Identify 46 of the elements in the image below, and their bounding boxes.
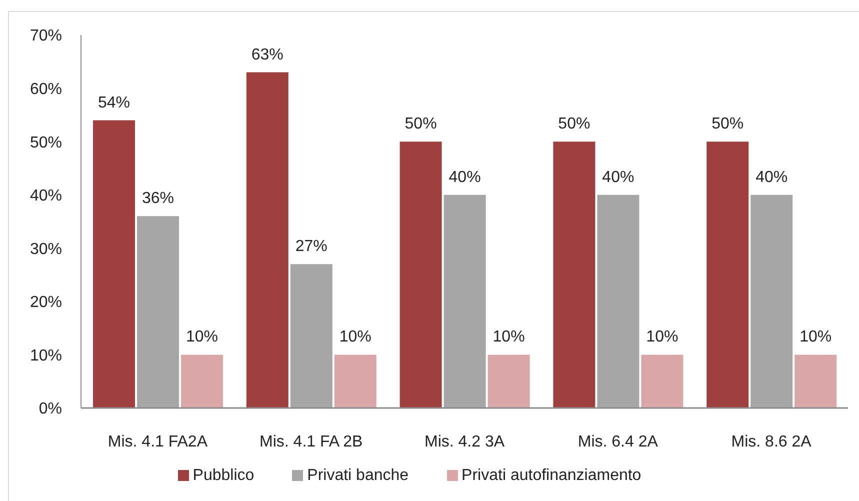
data-label: 40% xyxy=(602,168,634,186)
bar xyxy=(444,194,486,408)
x-tick-label: Mis. 4.1 FA2A xyxy=(108,433,208,450)
data-label: 10% xyxy=(800,328,832,346)
legend-label: Privati autofinanziamento xyxy=(462,467,642,484)
x-tick-label: Mis. 4.2 3A xyxy=(424,433,505,450)
bar xyxy=(400,142,442,408)
bar xyxy=(246,72,288,408)
data-label: 10% xyxy=(646,328,678,346)
data-label: 36% xyxy=(142,190,174,208)
data-label: 40% xyxy=(756,168,788,186)
data-label: 27% xyxy=(295,238,328,256)
data-label: 10% xyxy=(339,328,372,346)
bar xyxy=(93,120,135,408)
bar xyxy=(181,354,223,408)
bar xyxy=(750,194,793,408)
bar xyxy=(488,354,530,408)
bar xyxy=(290,264,332,408)
y-tick-label: 30% xyxy=(30,240,62,258)
data-label: 54% xyxy=(98,94,130,112)
x-tick-label: Mis. 8.6 2A xyxy=(731,433,812,450)
data-label: 50% xyxy=(712,116,744,133)
y-tick-label: 40% xyxy=(30,188,62,205)
data-label: 50% xyxy=(404,116,437,133)
y-tick-label: 60% xyxy=(30,80,62,98)
bar xyxy=(553,142,596,408)
data-label: 10% xyxy=(492,328,525,346)
legend-label: Pubblico xyxy=(192,467,254,484)
x-tick-label: Mis. 4.1 FA 2B xyxy=(260,433,363,450)
x-tick-label: Mis. 6.4 2A xyxy=(578,433,658,450)
y-tick-label: 50% xyxy=(30,134,62,152)
bar xyxy=(137,216,179,408)
bar xyxy=(334,354,376,408)
bar xyxy=(641,354,684,408)
bar xyxy=(706,142,749,408)
legend-label: Privati banche xyxy=(307,467,409,484)
data-label: 63% xyxy=(251,46,284,64)
data-label: 50% xyxy=(558,116,590,133)
y-tick-label: 70% xyxy=(30,28,62,45)
bar xyxy=(597,194,640,408)
bar xyxy=(794,354,837,408)
y-tick-label: 20% xyxy=(30,294,62,312)
data-label: 40% xyxy=(448,168,481,186)
y-tick-label: 0% xyxy=(38,400,62,418)
y-tick-label: 10% xyxy=(30,347,62,364)
data-label: 10% xyxy=(186,328,218,346)
